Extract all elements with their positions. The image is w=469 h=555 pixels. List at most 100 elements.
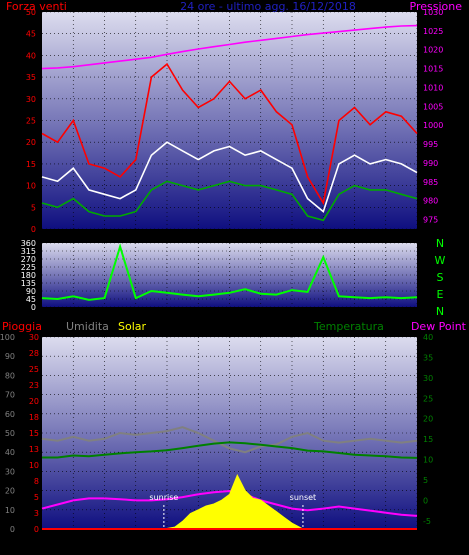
- humidity-title: Umidita: [66, 320, 109, 333]
- y-left2-tick-label: 0: [34, 525, 39, 534]
- y-right-tick-label: -5: [423, 517, 431, 526]
- y-right-tick-label: 1000: [423, 121, 443, 130]
- series-1-line: [41, 141, 418, 213]
- weather-series: [41, 426, 418, 530]
- weather-axes: 02 04 06 08 10 12 14 16 18 20 22 000102030405060708…: [0, 333, 433, 541]
- y-left-tick-label: 180: [21, 271, 36, 280]
- y-left-tick-label: 45: [26, 295, 36, 304]
- y-left-tick-label: 225: [21, 263, 36, 272]
- x-tick-label: 08: [162, 232, 172, 241]
- series-0-line: [41, 243, 418, 301]
- y-right-tick-label: 0: [423, 496, 428, 505]
- y-left-tick-label: 90: [5, 352, 15, 361]
- y-left-tick-label: 10: [26, 182, 36, 191]
- y-left-tick-label: 80: [5, 371, 15, 380]
- series-0-line: [41, 62, 418, 206]
- y-left-tick-label: 20: [5, 487, 15, 496]
- direction-series: [41, 243, 418, 301]
- series-0-line: [41, 426, 418, 454]
- y-left2-tick-label: 8: [34, 477, 39, 486]
- x-tick-label: 14: [256, 532, 266, 541]
- y-right-tick-label: 35: [423, 353, 433, 362]
- compass-label: N: [436, 305, 444, 318]
- x-tick-label: 04: [99, 232, 109, 241]
- update-title: 24 ore - ultimo agg. 16/12/2018: [180, 0, 356, 13]
- y-left2-tick-label: 20: [29, 397, 39, 406]
- y-right-tick-label: 1020: [423, 46, 443, 55]
- x-tick-label: 10: [193, 232, 203, 241]
- y-left2-tick-label: 10: [29, 461, 39, 470]
- x-tick-label: 00: [412, 232, 422, 241]
- x-tick-label: 06: [131, 232, 141, 241]
- y-left2-tick-label: 23: [29, 381, 39, 390]
- wind-force-title: Forza venti: [6, 0, 67, 13]
- y-left2-tick-label: 15: [29, 429, 39, 438]
- y-left-tick-label: 40: [5, 448, 15, 457]
- x-tick-label: 02: [68, 232, 78, 241]
- x-tick-label: 02: [68, 310, 78, 319]
- y-left-tick-label: 0: [10, 525, 15, 534]
- x-tick-label: 12: [224, 532, 234, 541]
- y-right-tick-label: 1005: [423, 102, 443, 111]
- compass-label: E: [437, 288, 444, 301]
- compass-label: S: [437, 271, 444, 284]
- y-right-tick-label: 1015: [423, 65, 443, 74]
- x-tick-label: 06: [131, 532, 141, 541]
- x-tick-label: 20: [349, 310, 359, 319]
- y-left-tick-label: 360: [21, 239, 36, 248]
- y-left-tick-label: 35: [26, 73, 36, 82]
- y-left-tick-label: 0: [31, 225, 36, 234]
- x-tick-label: 14: [256, 310, 266, 319]
- wind-axes: 02 04 06 08 10 12 14 16 18 20 22 000510152025303540…: [26, 8, 444, 241]
- y-left-tick-label: 135: [21, 279, 36, 288]
- y-right-tick-label: 1025: [423, 27, 443, 36]
- y-right-tick-label: 995: [423, 140, 438, 149]
- x-tick-label: 00: [412, 310, 422, 319]
- y-left2-tick-label: 13: [29, 445, 39, 454]
- direction-grid: [42, 242, 418, 308]
- y-right-tick-label: 20: [423, 415, 433, 424]
- x-tick-label: 00: [412, 532, 422, 541]
- y-left-tick-label: 30: [26, 95, 36, 104]
- x-tick-label: 12: [224, 232, 234, 241]
- compass-label: W: [435, 254, 446, 267]
- compass-label: N: [436, 237, 444, 250]
- x-tick-label: 18: [318, 232, 328, 241]
- y-left-tick-label: 60: [5, 410, 15, 419]
- y-left-tick-label: 50: [5, 429, 15, 438]
- y-right-tick-label: 985: [423, 178, 438, 187]
- x-tick-label: 06: [131, 310, 141, 319]
- y-left-tick-label: 30: [5, 467, 15, 476]
- x-tick-label: 18: [318, 310, 328, 319]
- pressure-title: Pressione: [410, 0, 463, 13]
- wind-series: [41, 24, 418, 222]
- y-left2-tick-label: 5: [34, 493, 39, 502]
- y-left-tick-label: 45: [26, 30, 36, 39]
- y-right-tick-label: 40: [423, 333, 433, 342]
- x-tick-label: 16: [287, 532, 297, 541]
- y-left2-tick-label: 30: [29, 333, 39, 342]
- y-left2-tick-label: 3: [34, 509, 39, 518]
- series-2-line: [41, 180, 418, 222]
- series-3-line: [41, 24, 418, 70]
- x-tick-label: 08: [162, 310, 172, 319]
- solar-title: Solar: [118, 320, 147, 333]
- y-right-tick-label: 30: [423, 374, 433, 383]
- series-1-line: [42, 441, 418, 459]
- y-left2-tick-label: 25: [29, 365, 39, 374]
- y-left-tick-label: 5: [31, 203, 36, 212]
- dewpoint-title: Dew Point: [411, 320, 467, 333]
- y-left-tick-label: 90: [26, 287, 36, 296]
- y-left-tick-label: 0: [31, 303, 36, 312]
- y-left2-tick-label: 18: [29, 413, 39, 422]
- y-left-tick-label: 25: [26, 117, 36, 126]
- x-tick-label: 02: [68, 532, 78, 541]
- x-tick-label: 10: [193, 310, 203, 319]
- y-left-tick-label: 50: [26, 8, 36, 17]
- x-tick-label: 04: [99, 532, 109, 541]
- x-tick-label: 20: [349, 232, 359, 241]
- annotation-label: sunset: [290, 493, 317, 502]
- x-tick-label: 04: [99, 310, 109, 319]
